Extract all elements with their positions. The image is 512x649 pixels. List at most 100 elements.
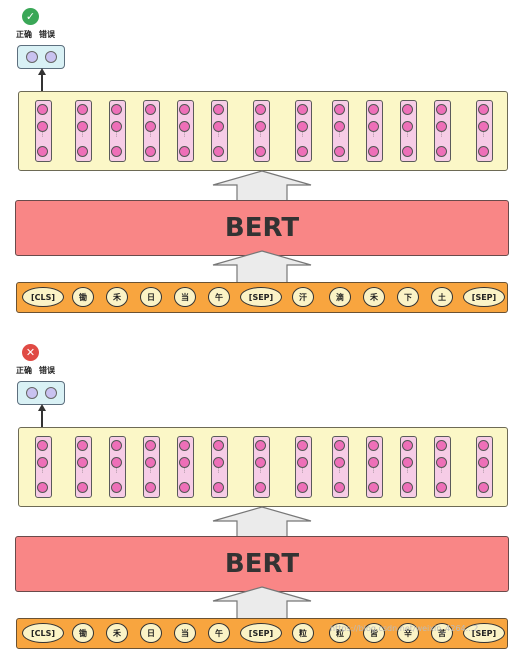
input-token: 午 xyxy=(208,287,230,307)
output-node-correct xyxy=(25,387,38,399)
hidden-state-column: ⋮ xyxy=(399,436,417,498)
input-token: 当 xyxy=(174,287,196,307)
hidden-unit xyxy=(255,104,266,115)
hidden-unit xyxy=(255,146,266,157)
hidden-unit xyxy=(77,440,88,451)
hidden-unit xyxy=(145,482,156,493)
up-arrow-icon xyxy=(212,170,312,204)
hidden-unit xyxy=(334,146,345,157)
hidden-state-column: ⋮ xyxy=(433,436,451,498)
hidden-unit xyxy=(334,121,345,132)
ellipsis-icon: ⋮ xyxy=(299,131,306,138)
hidden-unit xyxy=(255,457,266,468)
hidden-state-column: ⋮ xyxy=(142,436,160,498)
hidden-unit xyxy=(37,482,48,493)
ellipsis-icon: ⋮ xyxy=(215,131,222,138)
hidden-state-column: ⋮ xyxy=(210,100,228,162)
hidden-unit xyxy=(111,104,122,115)
hidden-state-column: ⋮ xyxy=(294,100,312,162)
special-token: [SEP] xyxy=(240,287,282,307)
hidden-state-column: ⋮ xyxy=(252,100,270,162)
ellipsis-icon: ⋮ xyxy=(181,467,188,474)
up-arrow-icon xyxy=(212,586,312,620)
hidden-unit xyxy=(77,104,88,115)
hidden-states-layer: ⋮ ⋮ ⋮ ⋮ ⋮ ⋮ ⋮ ⋮ ⋮ ⋮ ⋮ ⋮ ⋮ xyxy=(18,427,508,507)
ellipsis-icon: ⋮ xyxy=(147,467,154,474)
hidden-state-column: ⋮ xyxy=(475,100,493,162)
hidden-unit xyxy=(297,457,308,468)
hidden-unit xyxy=(213,121,224,132)
hidden-unit xyxy=(436,482,447,493)
hidden-unit xyxy=(145,440,156,451)
hidden-unit xyxy=(436,440,447,451)
hidden-unit xyxy=(179,104,190,115)
hidden-unit xyxy=(77,121,88,132)
ellipsis-icon: ⋮ xyxy=(480,131,487,138)
label-wrong: 错误 xyxy=(39,366,55,375)
example-correct-panel: ✓ 正确 错误 ⋮ ⋮ ⋮ ⋮ ⋮ ⋮ ⋮ ⋮ ⋮ ⋮ ⋮ ⋮ ⋮ BERT [CLS] 锄禾日当午 [SEP… xyxy=(0,0,512,320)
hidden-state-column: ⋮ xyxy=(475,436,493,498)
input-token-bar: [CLS] 锄禾日当午 [SEP] 汗滴禾下土 [SEP] xyxy=(16,282,508,313)
hidden-unit xyxy=(77,482,88,493)
hidden-unit xyxy=(478,440,489,451)
class-labels: 正确 错误 xyxy=(16,365,55,376)
hidden-unit xyxy=(368,457,379,468)
label-correct: 正确 xyxy=(16,366,32,375)
hidden-state-column: ⋮ xyxy=(176,436,194,498)
label-correct: 正确 xyxy=(16,30,32,39)
hidden-unit xyxy=(436,104,447,115)
special-token: [SEP] xyxy=(240,623,282,643)
hidden-state-column: ⋮ xyxy=(365,100,383,162)
hidden-state-column: ⋮ xyxy=(433,100,451,162)
hidden-unit xyxy=(145,146,156,157)
up-arrow-icon xyxy=(212,250,312,284)
hidden-state-column: ⋮ xyxy=(399,100,417,162)
hidden-unit xyxy=(213,482,224,493)
hidden-unit xyxy=(297,146,308,157)
hidden-unit xyxy=(111,482,122,493)
ellipsis-icon: ⋮ xyxy=(215,467,222,474)
ellipsis-icon: ⋮ xyxy=(39,131,46,138)
hidden-unit xyxy=(402,457,413,468)
hidden-unit xyxy=(111,440,122,451)
class-labels: 正确 错误 xyxy=(16,29,55,40)
hidden-unit xyxy=(478,121,489,132)
up-arrow-icon xyxy=(212,506,312,540)
hidden-state-column: ⋮ xyxy=(252,436,270,498)
bert-encoder: BERT xyxy=(15,200,509,256)
hidden-unit xyxy=(77,146,88,157)
hidden-unit xyxy=(145,121,156,132)
input-token: 午 xyxy=(208,623,230,643)
hidden-unit xyxy=(255,440,266,451)
hidden-state-column: ⋮ xyxy=(74,100,92,162)
hidden-unit xyxy=(213,457,224,468)
hidden-state-column: ⋮ xyxy=(176,100,194,162)
input-token: 土 xyxy=(431,287,453,307)
hidden-unit xyxy=(213,146,224,157)
hidden-state-column: ⋮ xyxy=(331,100,349,162)
hidden-state-column: ⋮ xyxy=(34,436,52,498)
hidden-unit xyxy=(334,440,345,451)
ellipsis-icon: ⋮ xyxy=(113,131,120,138)
special-token: [CLS] xyxy=(22,287,64,307)
hidden-unit xyxy=(402,146,413,157)
ellipsis-icon: ⋮ xyxy=(336,467,343,474)
hidden-unit xyxy=(478,146,489,157)
hidden-unit xyxy=(179,482,190,493)
label-wrong: 错误 xyxy=(39,30,55,39)
ellipsis-icon: ⋮ xyxy=(336,131,343,138)
bert-encoder: BERT xyxy=(15,536,509,592)
hidden-unit xyxy=(402,104,413,115)
hidden-unit xyxy=(145,104,156,115)
hidden-unit xyxy=(179,146,190,157)
hidden-unit xyxy=(255,121,266,132)
ellipsis-icon: ⋮ xyxy=(370,467,377,474)
hidden-unit xyxy=(368,121,379,132)
ellipsis-icon: ⋮ xyxy=(299,467,306,474)
ellipsis-icon: ⋮ xyxy=(257,131,264,138)
hidden-state-column: ⋮ xyxy=(210,436,228,498)
input-token: 禾 xyxy=(106,623,128,643)
hidden-unit xyxy=(179,440,190,451)
hidden-unit xyxy=(37,104,48,115)
ellipsis-icon: ⋮ xyxy=(113,467,120,474)
